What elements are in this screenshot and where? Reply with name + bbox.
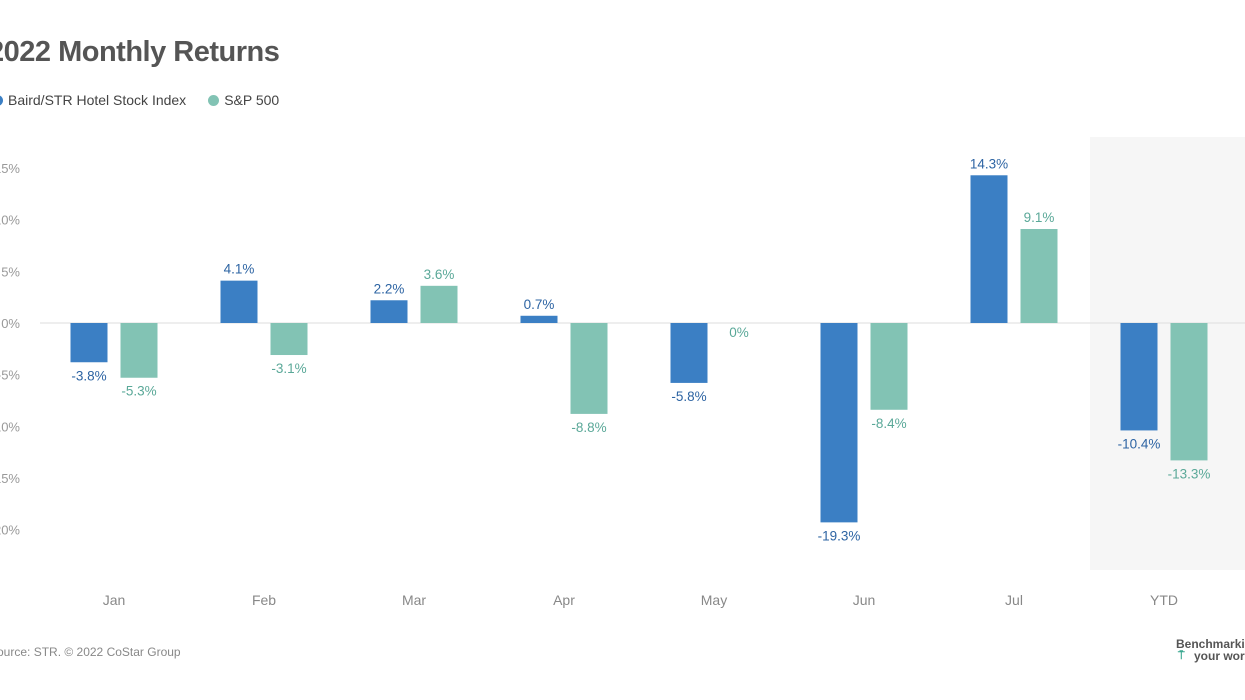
x-tick-label: May — [701, 592, 727, 608]
x-tick-label: Jun — [853, 592, 876, 608]
pin-icon: ⍑ — [1178, 650, 1185, 662]
bar — [370, 300, 408, 323]
bar — [570, 323, 608, 414]
str-logo: Benchmarking⍑ your world — [1176, 638, 1245, 662]
data-label: -3.8% — [71, 368, 106, 383]
x-tick-label: Mar — [402, 592, 426, 608]
bar — [220, 280, 258, 323]
bar — [1020, 228, 1058, 323]
legend-item-baird: Baird/STR Hotel Stock Index — [0, 92, 186, 108]
legend-label: Baird/STR Hotel Stock Index — [8, 92, 187, 108]
data-label: 0% — [729, 325, 749, 340]
bar — [420, 285, 458, 323]
data-label: -8.8% — [571, 420, 606, 435]
x-tick-label: Jan — [103, 592, 126, 608]
bar — [270, 323, 308, 356]
bar — [970, 175, 1008, 323]
data-label: 3.6% — [424, 267, 455, 282]
x-tick-label: Feb — [252, 592, 276, 608]
y-tick-label: 10% — [0, 213, 20, 228]
data-label: 9.1% — [1024, 210, 1055, 225]
y-tick-label: -15% — [0, 471, 20, 486]
bar — [670, 323, 708, 383]
legend-item-sp500: S&P 500 — [208, 92, 279, 108]
data-label: -8.4% — [871, 416, 906, 431]
bar — [870, 323, 908, 410]
legend-marker — [208, 94, 220, 106]
y-tick-label: -10% — [0, 419, 20, 434]
bar — [70, 323, 108, 363]
y-tick-label: 0% — [1, 316, 20, 331]
data-label: -10.4% — [1118, 436, 1161, 451]
data-label: 2.2% — [374, 281, 405, 296]
bar — [1120, 323, 1158, 431]
bar — [820, 323, 858, 523]
data-label: 0.7% — [524, 297, 555, 312]
data-label: 4.1% — [224, 262, 255, 277]
x-tick-label: Apr — [553, 592, 575, 608]
data-label: 14.3% — [970, 156, 1008, 171]
data-label: -19.3% — [818, 528, 861, 543]
legend: Baird/STR Hotel Stock Index S&P 500 — [0, 92, 279, 108]
chart-title: 2022 Monthly Returns — [0, 36, 280, 68]
y-tick-label: -20% — [0, 523, 20, 538]
x-tick-label: YTD — [1150, 592, 1178, 608]
bar — [520, 315, 558, 323]
x-tick-label: Jul — [1005, 592, 1023, 608]
source-note: Source: STR. © 2022 CoStar Group — [0, 645, 181, 659]
logo-line1: Benchmarking — [1176, 637, 1245, 651]
data-label: -5.3% — [121, 384, 156, 399]
y-tick-label: 5% — [1, 264, 20, 279]
legend-label: S&P 500 — [224, 92, 280, 108]
logo-line2: your world — [1194, 649, 1245, 663]
legend-marker — [0, 94, 3, 106]
y-tick-label: -5% — [0, 368, 20, 383]
data-label: -13.3% — [1168, 466, 1211, 481]
data-label: -5.8% — [671, 389, 706, 404]
highlight-band — [1090, 137, 1245, 570]
y-tick-label: 15% — [0, 161, 20, 176]
data-label: -3.1% — [271, 361, 306, 376]
bar — [120, 323, 158, 378]
bar — [1170, 323, 1208, 461]
